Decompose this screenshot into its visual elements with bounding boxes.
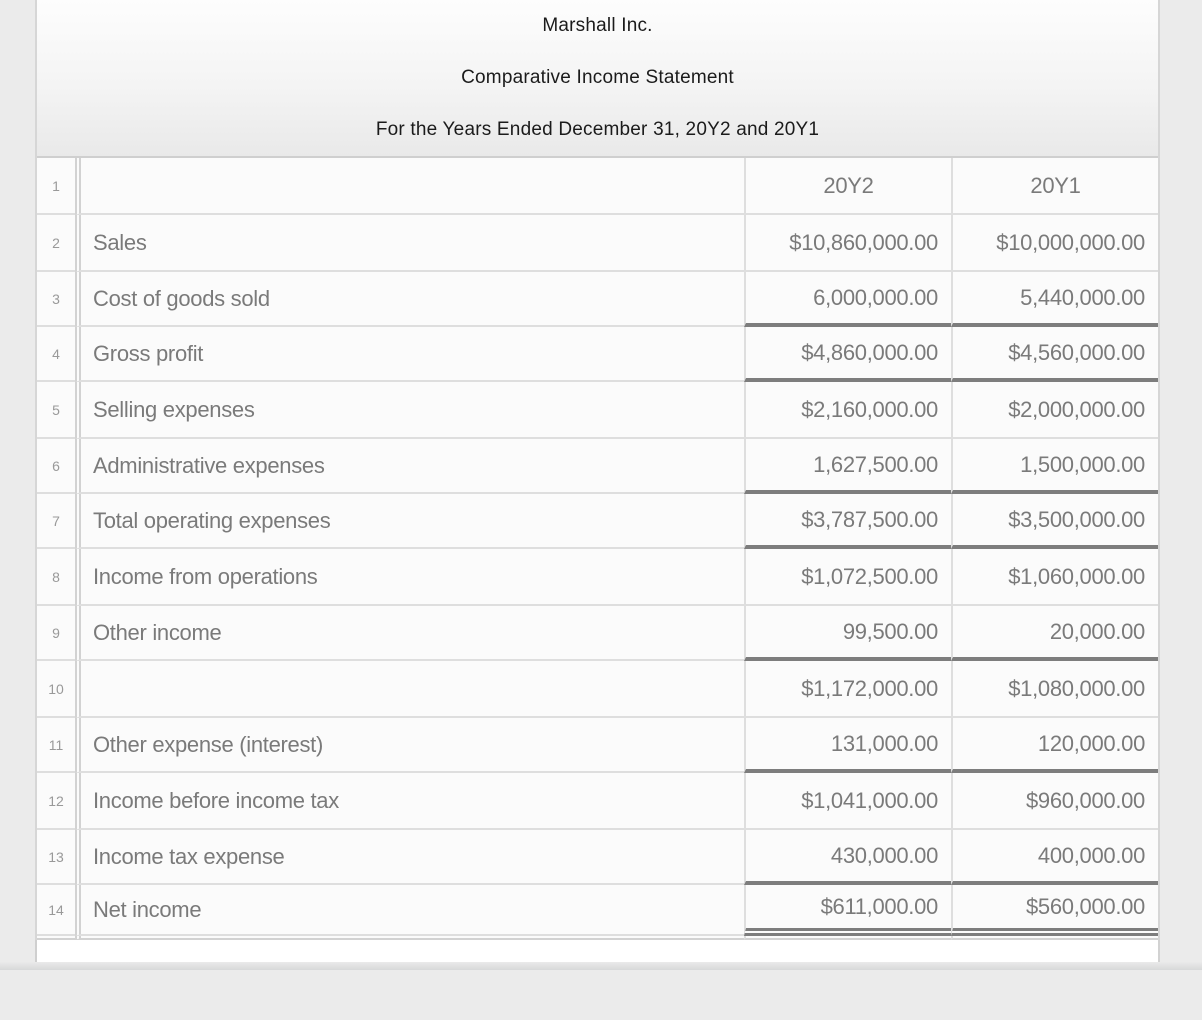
amount-cell-20y2[interactable]: $1,072,500.00: [744, 549, 951, 606]
table-row: 8 Income from operations $1,072,500.00 $1,0…: [37, 549, 1158, 606]
amount-cell-20y2[interactable]: $3,787,500.00: [744, 494, 951, 549]
amount-cell-20y2[interactable]: $611,000.00: [744, 885, 951, 936]
amount-cell-20y2[interactable]: 131,000.00: [744, 718, 951, 773]
amount-cell-20y1[interactable]: 120,000.00: [951, 718, 1158, 773]
empty-cell: [744, 936, 951, 940]
table-row: 12 Income before income tax $1,041,000.00 $…: [37, 773, 1158, 830]
table-row: 14 Net income $611,000.00 $560,000.00: [37, 885, 1158, 936]
amount-cell-20y2[interactable]: $4,860,000.00: [744, 327, 951, 382]
row-number: 8: [37, 549, 75, 606]
statement-period: For the Years Ended December 31, 20Y2 an…: [375, 119, 820, 140]
row-number: 10: [37, 661, 75, 718]
bottom-edge-strip: [0, 962, 1202, 970]
company-name: Marshall Inc.: [542, 15, 653, 36]
table-row: 10 $1,172,000.00 $1,080,000.00: [37, 661, 1158, 718]
statement-table-body: 1 20Y2 20Y1 2 Sales $10,860,000.00 $10,000,000…: [37, 158, 1158, 940]
column-header-20y1: 20Y1: [951, 158, 1158, 215]
row-number: 13: [37, 830, 75, 885]
table-row: 5 Selling expenses $2,160,000.00 $2,000,000…: [37, 382, 1158, 439]
next-section-panel: [35, 940, 1160, 962]
account-label-cell[interactable]: Other expense (interest): [75, 718, 744, 773]
row-number: 5: [37, 382, 75, 439]
account-label-cell[interactable]: Net income: [75, 885, 744, 936]
row-number: 6: [37, 439, 75, 494]
row-number: 11: [37, 718, 75, 773]
partial-row: [37, 936, 1158, 940]
table-row: 3 Cost of goods sold 6,000,000.00 5,440,000…: [37, 272, 1158, 327]
amount-cell-20y1[interactable]: $1,080,000.00: [951, 661, 1158, 718]
account-label-cell[interactable]: Income from operations: [75, 549, 744, 606]
amount-cell-20y2[interactable]: $10,860,000.00: [744, 215, 951, 272]
account-label-cell[interactable]: Income tax expense: [75, 830, 744, 885]
amount-cell-20y1[interactable]: $4,560,000.00: [951, 327, 1158, 382]
account-label-cell[interactable]: Other income: [75, 606, 744, 661]
amount-cell-20y2[interactable]: 6,000,000.00: [744, 272, 951, 327]
row-number: 12: [37, 773, 75, 830]
row-number: 3: [37, 272, 75, 327]
amount-cell-20y1[interactable]: $1,060,000.00: [951, 549, 1158, 606]
column-header-row: 1 20Y2 20Y1: [37, 158, 1158, 215]
account-label-cell[interactable]: [75, 661, 744, 718]
account-label-cell[interactable]: Cost of goods sold: [75, 272, 744, 327]
table-row: 7 Total operating expenses $3,787,500.00 $3…: [37, 494, 1158, 549]
table-row: 4 Gross profit $4,860,000.00 $4,560,000.00: [37, 327, 1158, 382]
row-number: 9: [37, 606, 75, 661]
row-number: 2: [37, 215, 75, 272]
row-number: 14: [37, 885, 75, 936]
amount-cell-20y2[interactable]: 99,500.00: [744, 606, 951, 661]
statement-title: Comparative Income Statement: [461, 67, 734, 88]
account-label-cell[interactable]: Total operating expenses: [75, 494, 744, 549]
amount-cell-20y1[interactable]: 20,000.00: [951, 606, 1158, 661]
amount-cell-20y2[interactable]: $1,172,000.00: [744, 661, 951, 718]
column-header-20y2: 20Y2: [744, 158, 951, 215]
amount-cell-20y1[interactable]: 400,000.00: [951, 830, 1158, 885]
row-number: 7: [37, 494, 75, 549]
empty-cell: [75, 936, 744, 940]
row-number: 4: [37, 327, 75, 382]
corner-cell: [75, 158, 744, 215]
account-label-cell[interactable]: Selling expenses: [75, 382, 744, 439]
table-row: 6 Administrative expenses 1,627,500.00 1,50…: [37, 439, 1158, 494]
amount-cell-20y1[interactable]: $960,000.00: [951, 773, 1158, 830]
amount-cell-20y2[interactable]: $2,160,000.00: [744, 382, 951, 439]
amount-cell-20y1[interactable]: $2,000,000.00: [951, 382, 1158, 439]
account-label-cell[interactable]: Administrative expenses: [75, 439, 744, 494]
empty-cell: [37, 936, 75, 940]
account-label-cell[interactable]: Gross profit: [75, 327, 744, 382]
statement-table: 1 20Y2 20Y1 2 Sales $10,860,000.00 $10,000,000…: [37, 158, 1158, 940]
amount-cell-20y1[interactable]: 1,500,000.00: [951, 439, 1158, 494]
amount-cell-20y1[interactable]: $560,000.00: [951, 885, 1158, 936]
amount-cell-20y1[interactable]: $3,500,000.00: [951, 494, 1158, 549]
account-label-cell[interactable]: Income before income tax: [75, 773, 744, 830]
table-row: 9 Other income 99,500.00 20,000.00: [37, 606, 1158, 661]
amount-cell-20y2[interactable]: 1,627,500.00: [744, 439, 951, 494]
empty-cell: [951, 936, 1158, 940]
statement-header: Marshall Inc. Comparative Income Stateme…: [37, 0, 1158, 158]
amount-cell-20y2[interactable]: $1,041,000.00: [744, 773, 951, 830]
row-number: 1: [37, 158, 75, 215]
amount-cell-20y1[interactable]: $10,000,000.00: [951, 215, 1158, 272]
table-row: 2 Sales $10,860,000.00 $10,000,000.00: [37, 215, 1158, 272]
account-label-cell[interactable]: Sales: [75, 215, 744, 272]
table-row: 11 Other expense (interest) 131,000.00 120,…: [37, 718, 1158, 773]
income-statement-sheet: Marshall Inc. Comparative Income Stateme…: [35, 0, 1160, 940]
table-row: 13 Income tax expense 430,000.00 400,000.00: [37, 830, 1158, 885]
amount-cell-20y1[interactable]: 5,440,000.00: [951, 272, 1158, 327]
amount-cell-20y2[interactable]: 430,000.00: [744, 830, 951, 885]
